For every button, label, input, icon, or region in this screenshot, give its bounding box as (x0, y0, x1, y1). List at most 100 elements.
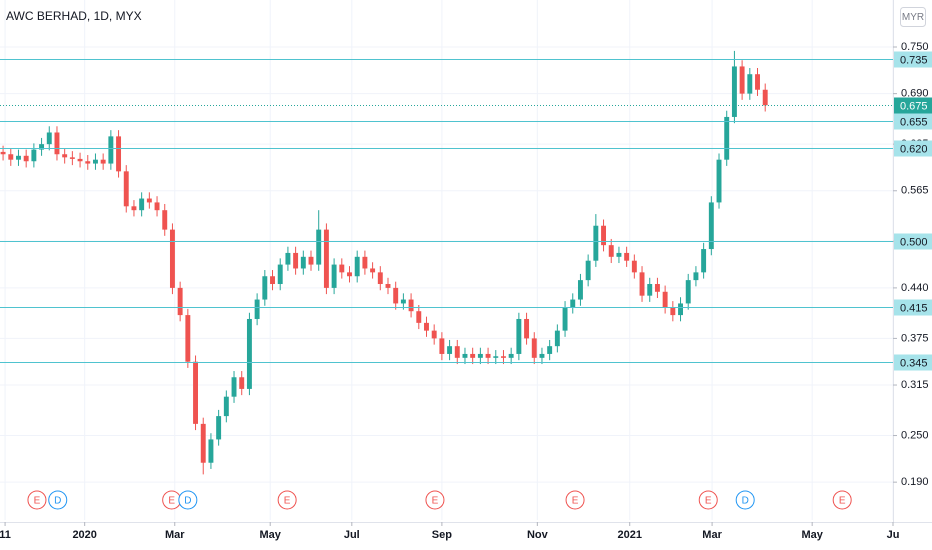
currency-button[interactable] (900, 7, 926, 27)
candle-body (477, 353, 483, 358)
candle-body (169, 229, 175, 288)
candle-body (562, 307, 568, 331)
candle-body (216, 416, 222, 440)
candle-body (262, 276, 268, 300)
event-marker (698, 490, 718, 510)
candle-body (331, 264, 337, 288)
candle-body (470, 353, 476, 358)
candle-body (177, 287, 183, 316)
candle-body (385, 284, 391, 288)
candle-body (447, 346, 453, 354)
candle-body (285, 252, 291, 265)
candle-body (31, 149, 37, 162)
candle-body (539, 353, 545, 358)
level-label-box (894, 354, 932, 371)
candle-body (662, 291, 668, 308)
level-label: 0.655 (900, 116, 928, 128)
event-marker (178, 490, 198, 510)
y-tick-label: 0.750 (901, 41, 929, 53)
candle-body (0, 151, 6, 155)
candle-body (16, 155, 21, 160)
candle-body (370, 268, 376, 273)
candle-body (208, 439, 214, 463)
event-label: E (168, 496, 175, 507)
event-label: D (184, 496, 191, 507)
candle-body (123, 171, 129, 207)
candle-body (554, 330, 560, 347)
candle-body (108, 136, 114, 164)
candle-body (162, 210, 168, 230)
candle-body (585, 260, 591, 281)
last-price-label: 0.675 (900, 100, 928, 112)
candle-body (131, 206, 137, 211)
level-label: 0.735 (900, 54, 928, 66)
candle-body (277, 264, 283, 285)
candle-body (716, 159, 722, 203)
y-tick-label: 0.690 (901, 88, 929, 100)
candle-body (701, 249, 707, 273)
candle-body (308, 256, 314, 265)
x-tick-label: Jul (344, 529, 360, 541)
candle-body (92, 159, 98, 164)
candle-body (639, 272, 645, 296)
candle-body (200, 423, 206, 463)
candle-body (731, 66, 737, 117)
candle-body (54, 132, 60, 155)
candle-body (116, 136, 122, 172)
level-label-box (894, 233, 932, 250)
candle-body (647, 284, 653, 296)
candle-body (231, 377, 237, 397)
candle-body (39, 144, 45, 150)
candle-body (416, 311, 422, 323)
event-marker (277, 490, 297, 510)
x-tick-label: 2020 (72, 529, 96, 541)
candle-body (631, 260, 637, 273)
candle-body (547, 346, 553, 354)
candle-body (739, 66, 745, 94)
level-label-box (894, 51, 932, 68)
candle-body (678, 303, 683, 316)
candle-body (531, 338, 537, 358)
candle-body (77, 158, 83, 162)
y-tick-label: 0.375 (901, 332, 929, 344)
event-marker (735, 490, 755, 510)
chart-title: AWC BERHAD, 1D, MYX (6, 9, 142, 23)
y-tick-label: 0.250 (901, 429, 929, 441)
candle-body (23, 155, 29, 162)
candle-body (408, 299, 414, 312)
candle-body (100, 159, 106, 164)
candle-body (69, 157, 75, 159)
level-label: 0.345 (900, 357, 928, 369)
currency-label[interactable]: MYR (902, 12, 924, 23)
level-label-box (894, 299, 932, 316)
y-tick-label: 0.440 (901, 282, 929, 294)
candle-body (293, 252, 299, 269)
candle-body (424, 322, 429, 331)
candle-body (685, 280, 691, 304)
level-label-box (894, 140, 932, 157)
candle-body (501, 356, 506, 358)
candle-body (139, 198, 145, 211)
candle-body (616, 252, 622, 257)
candle-body (193, 361, 198, 424)
event-label: E (284, 496, 291, 507)
candle-body (601, 225, 607, 246)
candle-body (454, 346, 460, 358)
x-tick-label: May (260, 529, 282, 541)
candle-body (223, 396, 229, 417)
candle-body (254, 299, 260, 319)
candle-body (462, 353, 468, 358)
x-tick-label: Ju (887, 529, 900, 541)
x-tick-label: Sep (432, 529, 452, 541)
x-tick-label: 11 (0, 529, 11, 541)
candle-body (577, 280, 583, 300)
candle-body (185, 315, 191, 362)
candle-body (354, 256, 360, 277)
candle-body (654, 284, 660, 292)
candle-body (439, 338, 445, 354)
x-tick-label: 2021 (617, 529, 641, 541)
candle-body (724, 116, 730, 160)
candle-body (377, 272, 383, 285)
level-label-box (894, 113, 932, 130)
